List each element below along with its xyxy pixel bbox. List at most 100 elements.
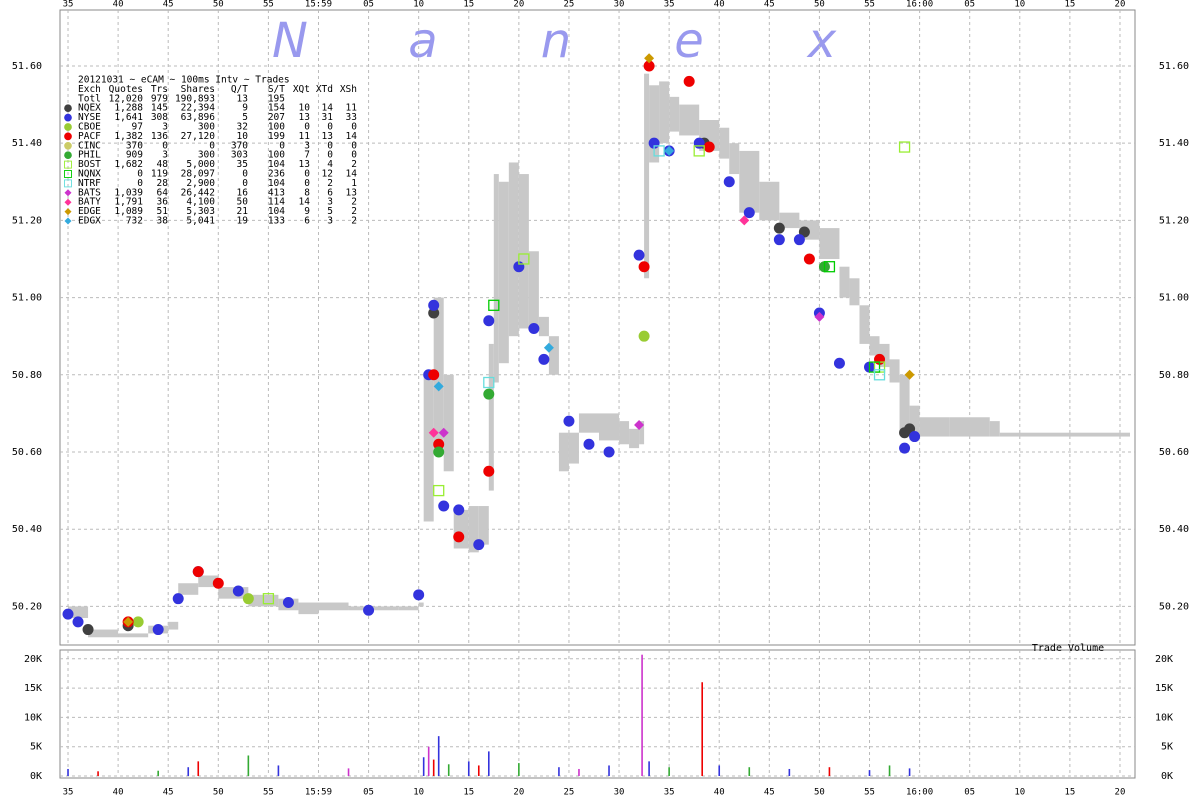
x-tick-label: 45 — [163, 0, 174, 10]
trade-point — [453, 504, 465, 516]
table-cell: 236 — [268, 169, 285, 180]
trade-point — [433, 484, 445, 497]
y-tick-label: 50.60 — [12, 447, 42, 458]
table-cell: 51 — [157, 206, 169, 217]
nbbo-band — [498, 181, 509, 364]
table-cell: 5,303 — [186, 206, 215, 217]
trade-point — [132, 616, 144, 628]
volume-bar — [427, 746, 430, 776]
legend-label: NQNX — [78, 169, 101, 180]
table-cell: 3 — [327, 216, 333, 227]
trade-point — [488, 299, 500, 311]
nbbo-band — [423, 374, 434, 522]
table-cell: 50 — [237, 197, 249, 208]
table-cell: 21 — [237, 206, 249, 217]
trade-point — [633, 249, 645, 261]
table-cell: 979 — [151, 93, 168, 104]
y-tick-label: 5K — [30, 742, 42, 753]
table-cell: 1 — [351, 178, 357, 189]
nbbo-band — [548, 336, 559, 375]
table-cell: 2,900 — [186, 178, 215, 189]
trade-point — [152, 624, 164, 636]
table-cell: 13 — [322, 131, 333, 142]
y-tick-label: 20K — [1155, 654, 1173, 665]
trade-point — [803, 253, 815, 265]
table-cell: 207 — [268, 112, 285, 123]
x-tick-label: 50 — [814, 0, 825, 10]
table-cell: 1,641 — [114, 112, 143, 123]
nbbo-band — [418, 602, 424, 607]
trade-point — [413, 589, 425, 601]
volume-bar — [277, 765, 280, 776]
x-tick-label: 10 — [413, 788, 424, 798]
table-cell: 0 — [304, 169, 310, 180]
nbbo-band — [659, 81, 670, 144]
volume-bar — [908, 768, 911, 776]
nbbo-band — [909, 405, 920, 441]
table-cell: 13 — [299, 112, 310, 123]
table-cell: 1,288 — [114, 103, 143, 114]
volume-bar — [247, 755, 250, 776]
legend-label: EDGE — [78, 206, 101, 217]
table-cell: 2 — [351, 216, 357, 227]
volume-bar — [718, 765, 721, 776]
table-header: Trs — [151, 84, 168, 95]
trade-point — [232, 585, 244, 597]
table-cell: 11 — [346, 103, 358, 114]
trade-point — [483, 376, 495, 389]
nbbo-band — [453, 509, 469, 549]
table-header: Q/T — [231, 84, 248, 95]
legend-marker — [64, 113, 72, 122]
table-cell: 5,000 — [186, 159, 215, 170]
y-tick-label: 0K — [30, 771, 42, 782]
watermark-letter: x — [806, 13, 837, 69]
nbbo-band — [859, 305, 870, 344]
trade-point — [793, 234, 805, 246]
legend-label: BATY — [78, 197, 101, 208]
x-tick-label: 16:00 — [906, 0, 933, 10]
trade-point — [428, 427, 439, 438]
legend-label: CBOE — [78, 122, 101, 133]
y-tick-label: 10K — [1155, 712, 1173, 723]
watermark-letter: e — [674, 13, 704, 69]
y-tick-label: 50.20 — [12, 601, 42, 612]
volume-bar — [97, 771, 99, 776]
legend-marker — [64, 151, 72, 160]
trade-point — [823, 261, 836, 273]
table-cell: 27,120 — [181, 131, 216, 142]
x-tick-label: 05 — [363, 0, 374, 10]
volume-bar — [828, 767, 831, 776]
nbbo-band — [568, 432, 579, 464]
legend-label: NYSE — [78, 112, 101, 123]
trade-point — [638, 330, 650, 342]
trade-point — [909, 431, 921, 443]
table-cell: 1,039 — [114, 187, 143, 198]
nbbo-band — [989, 421, 1000, 437]
table-cell: 13 — [346, 187, 357, 198]
trade-point — [433, 446, 445, 458]
nbbo-band — [318, 602, 349, 611]
x-tick-label: 40 — [113, 788, 124, 798]
table-cell: 1,682 — [114, 159, 143, 170]
x-tick-label: 40 — [113, 0, 124, 10]
table-cell: 48 — [157, 159, 169, 170]
table-cell: 0 — [137, 169, 143, 180]
x-tick-label: 15 — [1064, 0, 1075, 10]
table-cell: 3 — [304, 140, 310, 151]
table-cell: 195 — [268, 93, 285, 104]
x-tick-label: 15:59 — [305, 0, 332, 10]
trade-point — [723, 176, 735, 188]
table-header: XSh — [340, 84, 357, 95]
legend-marker — [64, 160, 72, 169]
table-cell: 1,382 — [114, 131, 143, 142]
x-tick-label: 35 — [664, 788, 675, 798]
nbbo-band — [919, 417, 950, 437]
x-tick-label: 40 — [714, 788, 725, 798]
y-tick-label: 50.80 — [12, 370, 42, 381]
nbbo-band — [88, 629, 119, 638]
y-tick-label: 50.40 — [1159, 524, 1189, 535]
trade-point — [438, 500, 450, 512]
x-tick-label: 15 — [1064, 788, 1075, 798]
nbbo-band — [779, 212, 800, 229]
volume-frame — [59, 649, 1136, 779]
